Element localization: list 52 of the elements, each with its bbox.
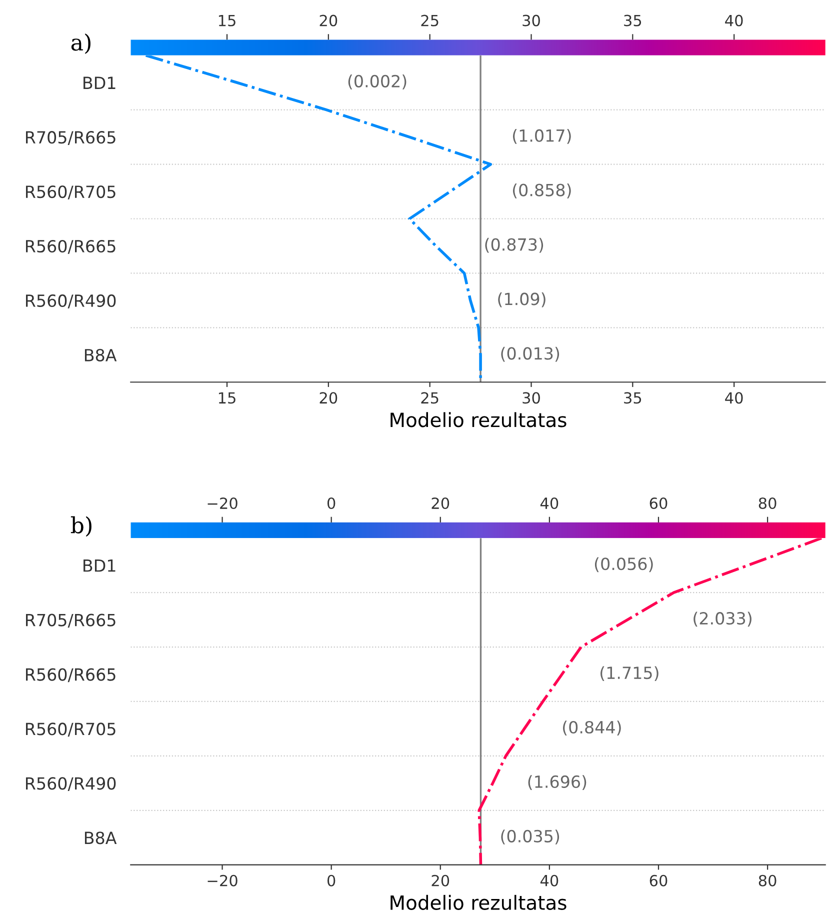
x2-tick-label: 15 [218, 14, 236, 26]
y-tick-label: R560/R705 [26, 185, 116, 200]
x2-tick-label: 20 [432, 497, 450, 510]
x-tick-label: 30 [522, 392, 540, 404]
x-tick-label: 80 [758, 874, 776, 886]
x2-tick-label: 30 [522, 14, 540, 26]
x2-tick-label: 40 [725, 14, 743, 26]
x2-tick-label: 25 [421, 14, 438, 26]
x-tick-label: 60 [650, 874, 668, 886]
x2-tick-label: −20 [208, 497, 238, 510]
x-tick-label: 20 [320, 392, 338, 404]
annotation: (0.035) [501, 830, 560, 844]
x-axis-title: Modelio rezultatas [390, 412, 566, 428]
x2-tick-label: 60 [650, 497, 668, 510]
x-tick-label: 25 [421, 392, 438, 404]
x-tick-label: 15 [218, 392, 236, 404]
x-tick-label: 40 [540, 874, 558, 886]
x2-tick-label: 40 [540, 497, 558, 510]
x-tick-label: 20 [432, 874, 450, 886]
annotation: (0.873) [485, 238, 544, 253]
y-tick-label: B8A [84, 832, 117, 844]
x-tick-label: 0 [327, 874, 336, 886]
y-tick-label: R560/R705 [26, 722, 116, 737]
y-tick-label: R705/R665 [26, 614, 116, 628]
x-axis-title: Modelio rezultatas [390, 894, 566, 910]
x-tick-label: 35 [624, 392, 642, 404]
annotation: (0.002) [348, 74, 406, 90]
x2-tick-label: 80 [758, 497, 776, 510]
y-tick-label: R560/R665 [26, 240, 116, 254]
annotation: (0.056) [594, 557, 653, 572]
annotation: (1.017) [512, 129, 571, 144]
x-tick-label: −20 [208, 874, 238, 886]
y-tick-label: R560/R665 [26, 668, 116, 682]
y-tick-label: R560/R490 [26, 777, 116, 792]
annotation: (1.696) [528, 775, 586, 790]
x2-tick-label: 20 [320, 14, 338, 26]
y-tick-label: BD1 [84, 76, 116, 89]
chart-title: a) [71, 34, 90, 54]
chart-title: b) [70, 516, 92, 537]
x2-tick-label: 0 [327, 497, 336, 510]
annotation: (1.715) [600, 666, 658, 682]
annotation: (2.033) [694, 612, 752, 627]
x-tick-label: 40 [725, 392, 743, 404]
y-tick-label: BD1 [84, 560, 116, 572]
x2-tick-label: 35 [624, 14, 642, 26]
annotation: (0.858) [512, 183, 571, 198]
annotation: (1.09) [498, 292, 546, 308]
y-tick-label: R560/R490 [26, 294, 116, 308]
annotation: (0.013) [501, 346, 560, 362]
y-tick-label: B8A [84, 348, 117, 362]
y-tick-label: R705/R665 [26, 131, 116, 145]
annotation: (0.844) [563, 720, 621, 736]
